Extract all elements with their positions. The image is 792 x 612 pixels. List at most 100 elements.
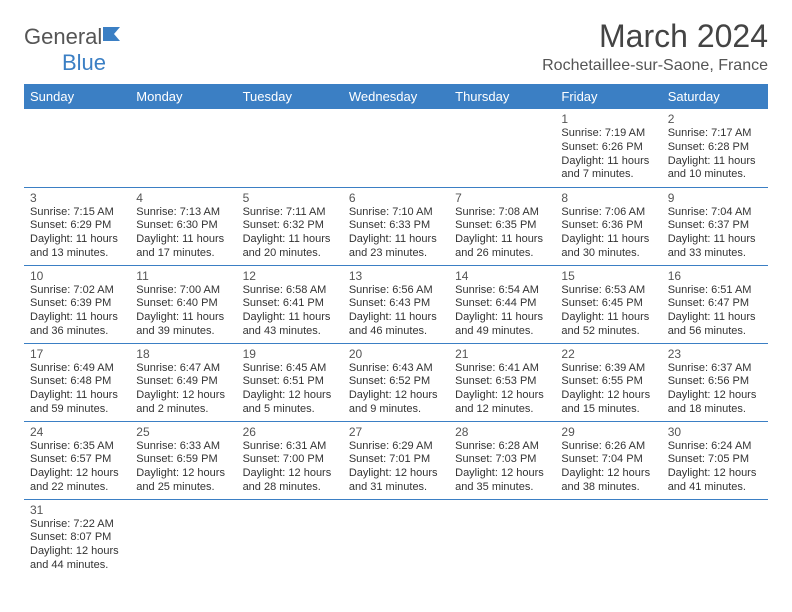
calendar-cell: 31Sunrise: 7:22 AMSunset: 8:07 PMDayligh… — [24, 499, 130, 577]
calendar-cell: 15Sunrise: 6:53 AMSunset: 6:45 PMDayligh… — [555, 265, 661, 343]
day-number: 31 — [30, 503, 124, 517]
day-info-line: and 36 minutes. — [30, 325, 124, 339]
day-info-line: Sunrise: 6:45 AM — [243, 362, 337, 376]
day-number: 30 — [668, 425, 762, 439]
day-info-line: Daylight: 12 hours — [561, 389, 655, 403]
day-info-line: and 39 minutes. — [136, 325, 230, 339]
day-info-line: Sunset: 6:49 PM — [136, 375, 230, 389]
day-info-line: Sunrise: 6:43 AM — [349, 362, 443, 376]
calendar-cell — [130, 499, 236, 577]
day-number: 27 — [349, 425, 443, 439]
day-info-line: Sunset: 6:40 PM — [136, 297, 230, 311]
day-number: 24 — [30, 425, 124, 439]
day-info-line: Sunrise: 7:06 AM — [561, 206, 655, 220]
calendar-cell: 11Sunrise: 7:00 AMSunset: 6:40 PMDayligh… — [130, 265, 236, 343]
day-info-line: Sunset: 6:30 PM — [136, 219, 230, 233]
day-info-line: Sunset: 6:44 PM — [455, 297, 549, 311]
calendar-cell: 7Sunrise: 7:08 AMSunset: 6:35 PMDaylight… — [449, 187, 555, 265]
day-number: 1 — [561, 112, 655, 126]
day-info-line: Sunrise: 6:56 AM — [349, 284, 443, 298]
day-info-line: and 26 minutes. — [455, 247, 549, 261]
calendar-cell — [662, 499, 768, 577]
day-info-line: and 52 minutes. — [561, 325, 655, 339]
day-info-line: Sunset: 6:51 PM — [243, 375, 337, 389]
logo-text: General Blue — [24, 24, 124, 76]
day-info-line: Sunset: 7:00 PM — [243, 453, 337, 467]
day-info-line: Daylight: 12 hours — [136, 389, 230, 403]
day-info-line: Daylight: 11 hours — [30, 311, 124, 325]
day-info-line: and 15 minutes. — [561, 403, 655, 417]
day-info-line: and 35 minutes. — [455, 481, 549, 495]
day-number: 16 — [668, 269, 762, 283]
calendar-cell: 14Sunrise: 6:54 AMSunset: 6:44 PMDayligh… — [449, 265, 555, 343]
day-info-line: and 41 minutes. — [668, 481, 762, 495]
day-info-line: Sunrise: 7:15 AM — [30, 206, 124, 220]
day-info-line: and 25 minutes. — [136, 481, 230, 495]
day-number: 12 — [243, 269, 337, 283]
day-number: 8 — [561, 191, 655, 205]
day-info-line: Daylight: 11 hours — [349, 233, 443, 247]
day-info-line: Sunset: 6:29 PM — [30, 219, 124, 233]
day-number: 29 — [561, 425, 655, 439]
day-info-line: Sunrise: 7:13 AM — [136, 206, 230, 220]
day-info-line: Sunset: 6:48 PM — [30, 375, 124, 389]
day-info-line: and 31 minutes. — [349, 481, 443, 495]
day-info-line: and 13 minutes. — [30, 247, 124, 261]
day-info-line: Sunrise: 6:47 AM — [136, 362, 230, 376]
day-info-line: Daylight: 12 hours — [668, 467, 762, 481]
weekday-header: Monday — [130, 84, 236, 109]
day-info-line: Sunset: 6:28 PM — [668, 141, 762, 155]
calendar-cell: 24Sunrise: 6:35 AMSunset: 6:57 PMDayligh… — [24, 421, 130, 499]
day-info-line: and 28 minutes. — [243, 481, 337, 495]
calendar-cell: 27Sunrise: 6:29 AMSunset: 7:01 PMDayligh… — [343, 421, 449, 499]
calendar-cell — [130, 109, 236, 187]
calendar-cell: 8Sunrise: 7:06 AMSunset: 6:36 PMDaylight… — [555, 187, 661, 265]
day-info-line: and 38 minutes. — [561, 481, 655, 495]
day-info-line: Daylight: 11 hours — [561, 233, 655, 247]
calendar-row: 3Sunrise: 7:15 AMSunset: 6:29 PMDaylight… — [24, 187, 768, 265]
day-number: 2 — [668, 112, 762, 126]
day-info-line: and 9 minutes. — [349, 403, 443, 417]
day-info-line: and 59 minutes. — [30, 403, 124, 417]
day-info-line: Sunset: 8:07 PM — [30, 531, 124, 545]
day-info-line: Sunrise: 6:54 AM — [455, 284, 549, 298]
day-info-line: Sunset: 6:56 PM — [668, 375, 762, 389]
calendar-cell — [555, 499, 661, 577]
calendar-cell — [449, 109, 555, 187]
day-info-line: and 46 minutes. — [349, 325, 443, 339]
calendar-cell: 3Sunrise: 7:15 AMSunset: 6:29 PMDaylight… — [24, 187, 130, 265]
calendar-cell: 16Sunrise: 6:51 AMSunset: 6:47 PMDayligh… — [662, 265, 768, 343]
calendar-cell: 9Sunrise: 7:04 AMSunset: 6:37 PMDaylight… — [662, 187, 768, 265]
day-info-line: and 49 minutes. — [455, 325, 549, 339]
day-number: 22 — [561, 347, 655, 361]
calendar-cell — [343, 109, 449, 187]
day-info-line: Daylight: 12 hours — [30, 545, 124, 559]
day-info-line: Daylight: 11 hours — [455, 311, 549, 325]
day-info-line: Daylight: 11 hours — [136, 233, 230, 247]
day-info-line: Sunset: 6:47 PM — [668, 297, 762, 311]
day-info-line: Sunrise: 6:58 AM — [243, 284, 337, 298]
day-info-line: Sunrise: 6:53 AM — [561, 284, 655, 298]
calendar-row: 24Sunrise: 6:35 AMSunset: 6:57 PMDayligh… — [24, 421, 768, 499]
title-block: March 2024 Rochetaillee-sur-Saone, Franc… — [542, 18, 768, 75]
logo-word1: General — [24, 24, 102, 49]
day-info-line: Daylight: 11 hours — [561, 311, 655, 325]
day-info-line: Sunset: 6:59 PM — [136, 453, 230, 467]
logo-word2: Blue — [62, 50, 106, 75]
day-info-line: Sunset: 7:04 PM — [561, 453, 655, 467]
day-info-line: Sunrise: 6:31 AM — [243, 440, 337, 454]
day-info-line: and 56 minutes. — [668, 325, 762, 339]
day-number: 20 — [349, 347, 443, 361]
day-info-line: Daylight: 11 hours — [30, 233, 124, 247]
weekday-header: Friday — [555, 84, 661, 109]
day-info-line: Daylight: 12 hours — [455, 467, 549, 481]
day-info-line: Sunset: 6:37 PM — [668, 219, 762, 233]
day-info-line: Sunset: 6:41 PM — [243, 297, 337, 311]
day-info-line: Sunrise: 6:35 AM — [30, 440, 124, 454]
day-info-line: Daylight: 11 hours — [668, 155, 762, 169]
calendar-cell: 29Sunrise: 6:26 AMSunset: 7:04 PMDayligh… — [555, 421, 661, 499]
day-info-line: Sunset: 6:36 PM — [561, 219, 655, 233]
day-info-line: Sunrise: 6:24 AM — [668, 440, 762, 454]
day-info-line: and 12 minutes. — [455, 403, 549, 417]
calendar-cell: 12Sunrise: 6:58 AMSunset: 6:41 PMDayligh… — [237, 265, 343, 343]
